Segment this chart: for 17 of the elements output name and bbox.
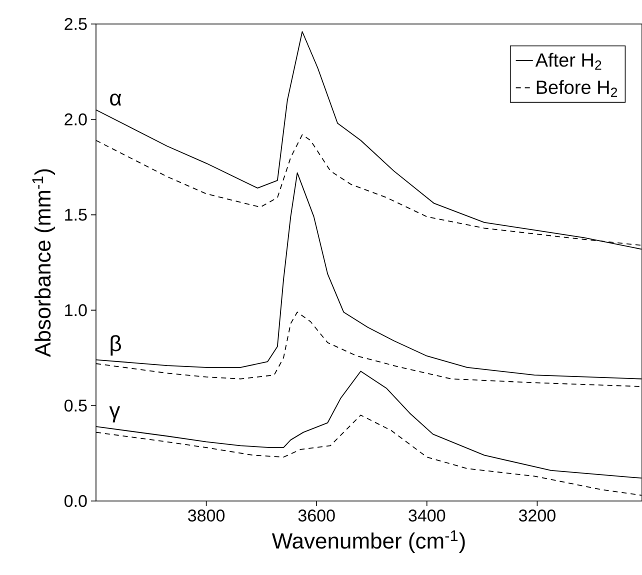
y-tick-label: 0.0 (64, 494, 87, 508)
x-tick-label: 3600 (298, 510, 335, 522)
y-axis-title: Absorbance (mm$^{-1}$) (32, 169, 56, 357)
legend-label: After H$_{2}$ (535, 52, 602, 70)
legend-label: Before H$_{2}$ (536, 80, 618, 97)
y-tick-label: 2.0 (64, 113, 87, 126)
y-tick-label: 1.0 (65, 304, 87, 316)
x-tick-label: 3200 (518, 510, 556, 522)
annotation: γ (109, 406, 120, 422)
annotation: α (110, 94, 122, 106)
x-tick-label: 3400 (408, 510, 446, 522)
x-tick-label: 3800 (188, 510, 225, 522)
annotation: β (110, 335, 121, 356)
y-tick-label: 2.5 (64, 18, 87, 30)
y-tick-label: 1.5 (65, 208, 87, 221)
x-axis-title: Wavenumber (cm$^{-1}$) (272, 530, 465, 554)
y-tick-label: 0.5 (64, 400, 87, 412)
